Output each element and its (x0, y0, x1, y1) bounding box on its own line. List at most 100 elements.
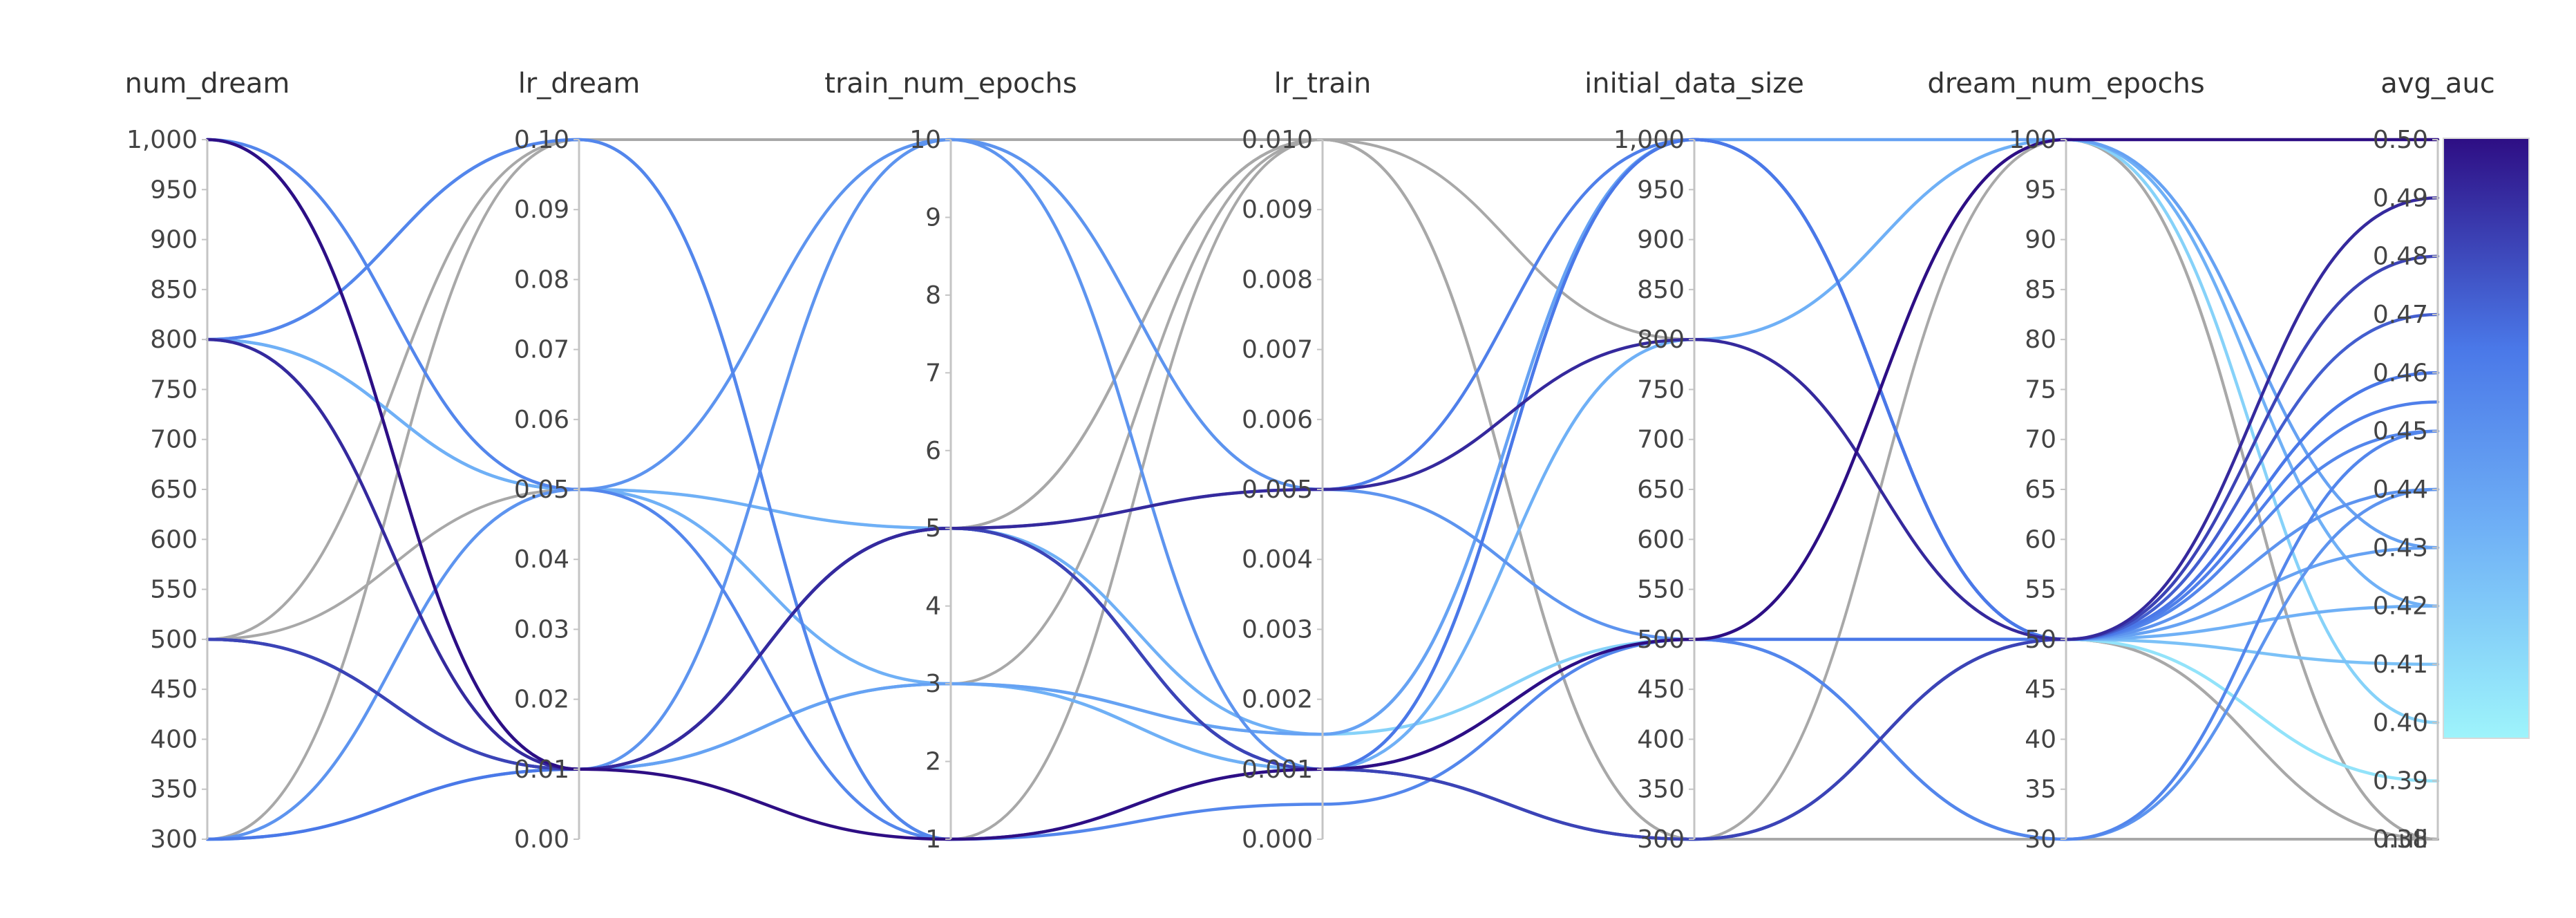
axis-initial_data_size: initial_data_size 1,000 950 900 850 800 750 700… (1584, 68, 1804, 854)
tick-label: 700 (1637, 426, 1685, 454)
tick-label: 90 (2025, 226, 2056, 254)
tick-label: 8 (925, 281, 941, 310)
tick-label: 400 (1637, 725, 1685, 753)
tick-label: 0.02 (514, 686, 569, 714)
axis-title-initial_data_size: initial_data_size (1584, 68, 1804, 100)
tick-label: 0.002 (1242, 686, 1313, 714)
axes: num_dream1,00095090085080075070065060055… (125, 68, 2495, 854)
tick-label: 750 (150, 375, 198, 404)
axis-title-lr_dream: lr_dream (518, 68, 641, 100)
tick-label: 0.006 (1242, 406, 1313, 434)
tick-label: 0.40 (2373, 709, 2428, 737)
tick-label: 50 (2025, 626, 2056, 654)
null-tick-label: null (2383, 825, 2428, 854)
tick-label: 300 (150, 825, 198, 854)
axis-train_num_epochs: train_num_epochs 10 9 8 7 6 5 4 3 2 1 (824, 68, 1077, 854)
tick-label: 0.004 (1242, 545, 1313, 574)
tick-label: 0.42 (2373, 592, 2428, 621)
tick-label: 900 (1637, 226, 1685, 254)
tick-label: 2 (925, 748, 941, 776)
tick-label: 0.05 (514, 476, 569, 504)
tick-label: 45 (2025, 675, 2056, 704)
tick-label: 0.000 (1242, 825, 1313, 854)
tick-label: 450 (1637, 675, 1685, 704)
tick-label: 95 (2025, 176, 2056, 204)
tick-label: 0.45 (2373, 418, 2428, 446)
tick-label: 0.43 (2373, 534, 2428, 562)
tick-label: 450 (150, 675, 198, 704)
tick-label: 35 (2025, 776, 2056, 804)
tick-label: 700 (150, 426, 198, 454)
tick-label: 60 (2025, 525, 2056, 554)
tick-label: 0.007 (1242, 336, 1313, 364)
tick-label: 0.008 (1242, 265, 1313, 294)
run-line-5 (205, 196, 2440, 771)
tick-label: 800 (150, 326, 198, 354)
tick-label: 0.39 (2373, 767, 2428, 796)
tick-label: 85 (2025, 276, 2056, 304)
tick-label: 0.07 (514, 336, 569, 364)
axis-num_dream: num_dream 1,000 950 900 850 800 750 700 650 600 55… (125, 68, 290, 854)
tick-label: 350 (150, 776, 198, 804)
axis-avg_auc: avg_auc 0.50 0.49 0.48 0.47 0.46 0.45 0.44 0.43 0… (2373, 68, 2495, 854)
axis-title-num_dream: num_dream (125, 68, 290, 100)
tick-label: 0.001 (1242, 756, 1313, 784)
tick-label: 0.46 (2373, 359, 2428, 387)
tick-label: 550 (1637, 576, 1685, 604)
axis-title-avg_auc: avg_auc (2380, 68, 2494, 100)
axis-lr_dream: lr_dream 0.10 0.09 0.08 0.07 0.06 0.05 0.04 0.03… (514, 68, 640, 854)
tick-label: 0.04 (514, 545, 569, 574)
tick-label: 0.03 (514, 615, 569, 644)
tick-label: 0.003 (1242, 615, 1313, 644)
tick-label: 0.00 (514, 825, 569, 854)
axis-title-lr_train: lr_train (1274, 68, 1372, 100)
tick-label: 4 (925, 592, 941, 621)
tick-label: 0.41 (2373, 650, 2428, 679)
tick-label: 100 (2009, 126, 2056, 154)
tick-label: 500 (150, 626, 198, 654)
tick-label: 3 (925, 670, 941, 698)
tick-label: 550 (150, 576, 198, 604)
tick-label: 950 (150, 176, 198, 204)
axis-title-train_num_epochs: train_num_epochs (824, 68, 1077, 100)
tick-label: 0.49 (2373, 184, 2428, 212)
tick-label: 350 (1637, 776, 1685, 804)
axis-lr_train: lr_train 0.010 0.009 0.008 0.007 0.006 0.005 0.… (1242, 68, 1371, 854)
tick-label: 65 (2025, 476, 2056, 504)
tick-label: 80 (2025, 326, 2056, 354)
tick-label: 400 (150, 725, 198, 753)
tick-label: 0.009 (1242, 196, 1313, 224)
tick-label: 750 (1637, 375, 1685, 404)
tick-label: 0.50 (2373, 126, 2428, 154)
colorbar-gradient (2443, 138, 2530, 739)
tick-label: 9 (925, 203, 941, 232)
tick-label: 950 (1637, 176, 1685, 204)
axis-title-dream_num_epochs: dream_num_epochs (1927, 68, 2204, 100)
tick-label: 500 (1637, 626, 1685, 654)
tick-label: 30 (2025, 825, 2056, 854)
tick-label: 650 (150, 476, 198, 504)
tick-label: 650 (1637, 476, 1685, 504)
tick-label: 0.01 (514, 756, 569, 784)
tick-label: 75 (2025, 375, 2056, 404)
tick-label: 5 (925, 514, 941, 543)
run-line-2 (205, 138, 2440, 841)
tick-label: 0.38 (2373, 825, 2428, 854)
tick-label: 0.06 (514, 406, 569, 434)
tick-label: 0.08 (514, 265, 569, 294)
axis-dream_num_epochs: dream_num_epochs 100 95 90 85 80 75 70 65 60 55 50 4… (1927, 68, 2204, 854)
tick-label: 1 (925, 825, 941, 854)
tick-label: 300 (1637, 825, 1685, 854)
tick-label: 0.48 (2373, 243, 2428, 271)
tick-label: 10 (909, 126, 941, 154)
tick-label: 1,000 (126, 126, 198, 154)
tick-label: 850 (1637, 276, 1685, 304)
tick-label: 70 (2025, 426, 2056, 454)
tick-label: 600 (1637, 525, 1685, 554)
tick-label: 800 (1637, 326, 1685, 354)
tick-label: 55 (2025, 576, 2056, 604)
tick-label: 40 (2025, 725, 2056, 753)
tick-label: 600 (150, 525, 198, 554)
tick-label: 1,000 (1613, 126, 1685, 154)
